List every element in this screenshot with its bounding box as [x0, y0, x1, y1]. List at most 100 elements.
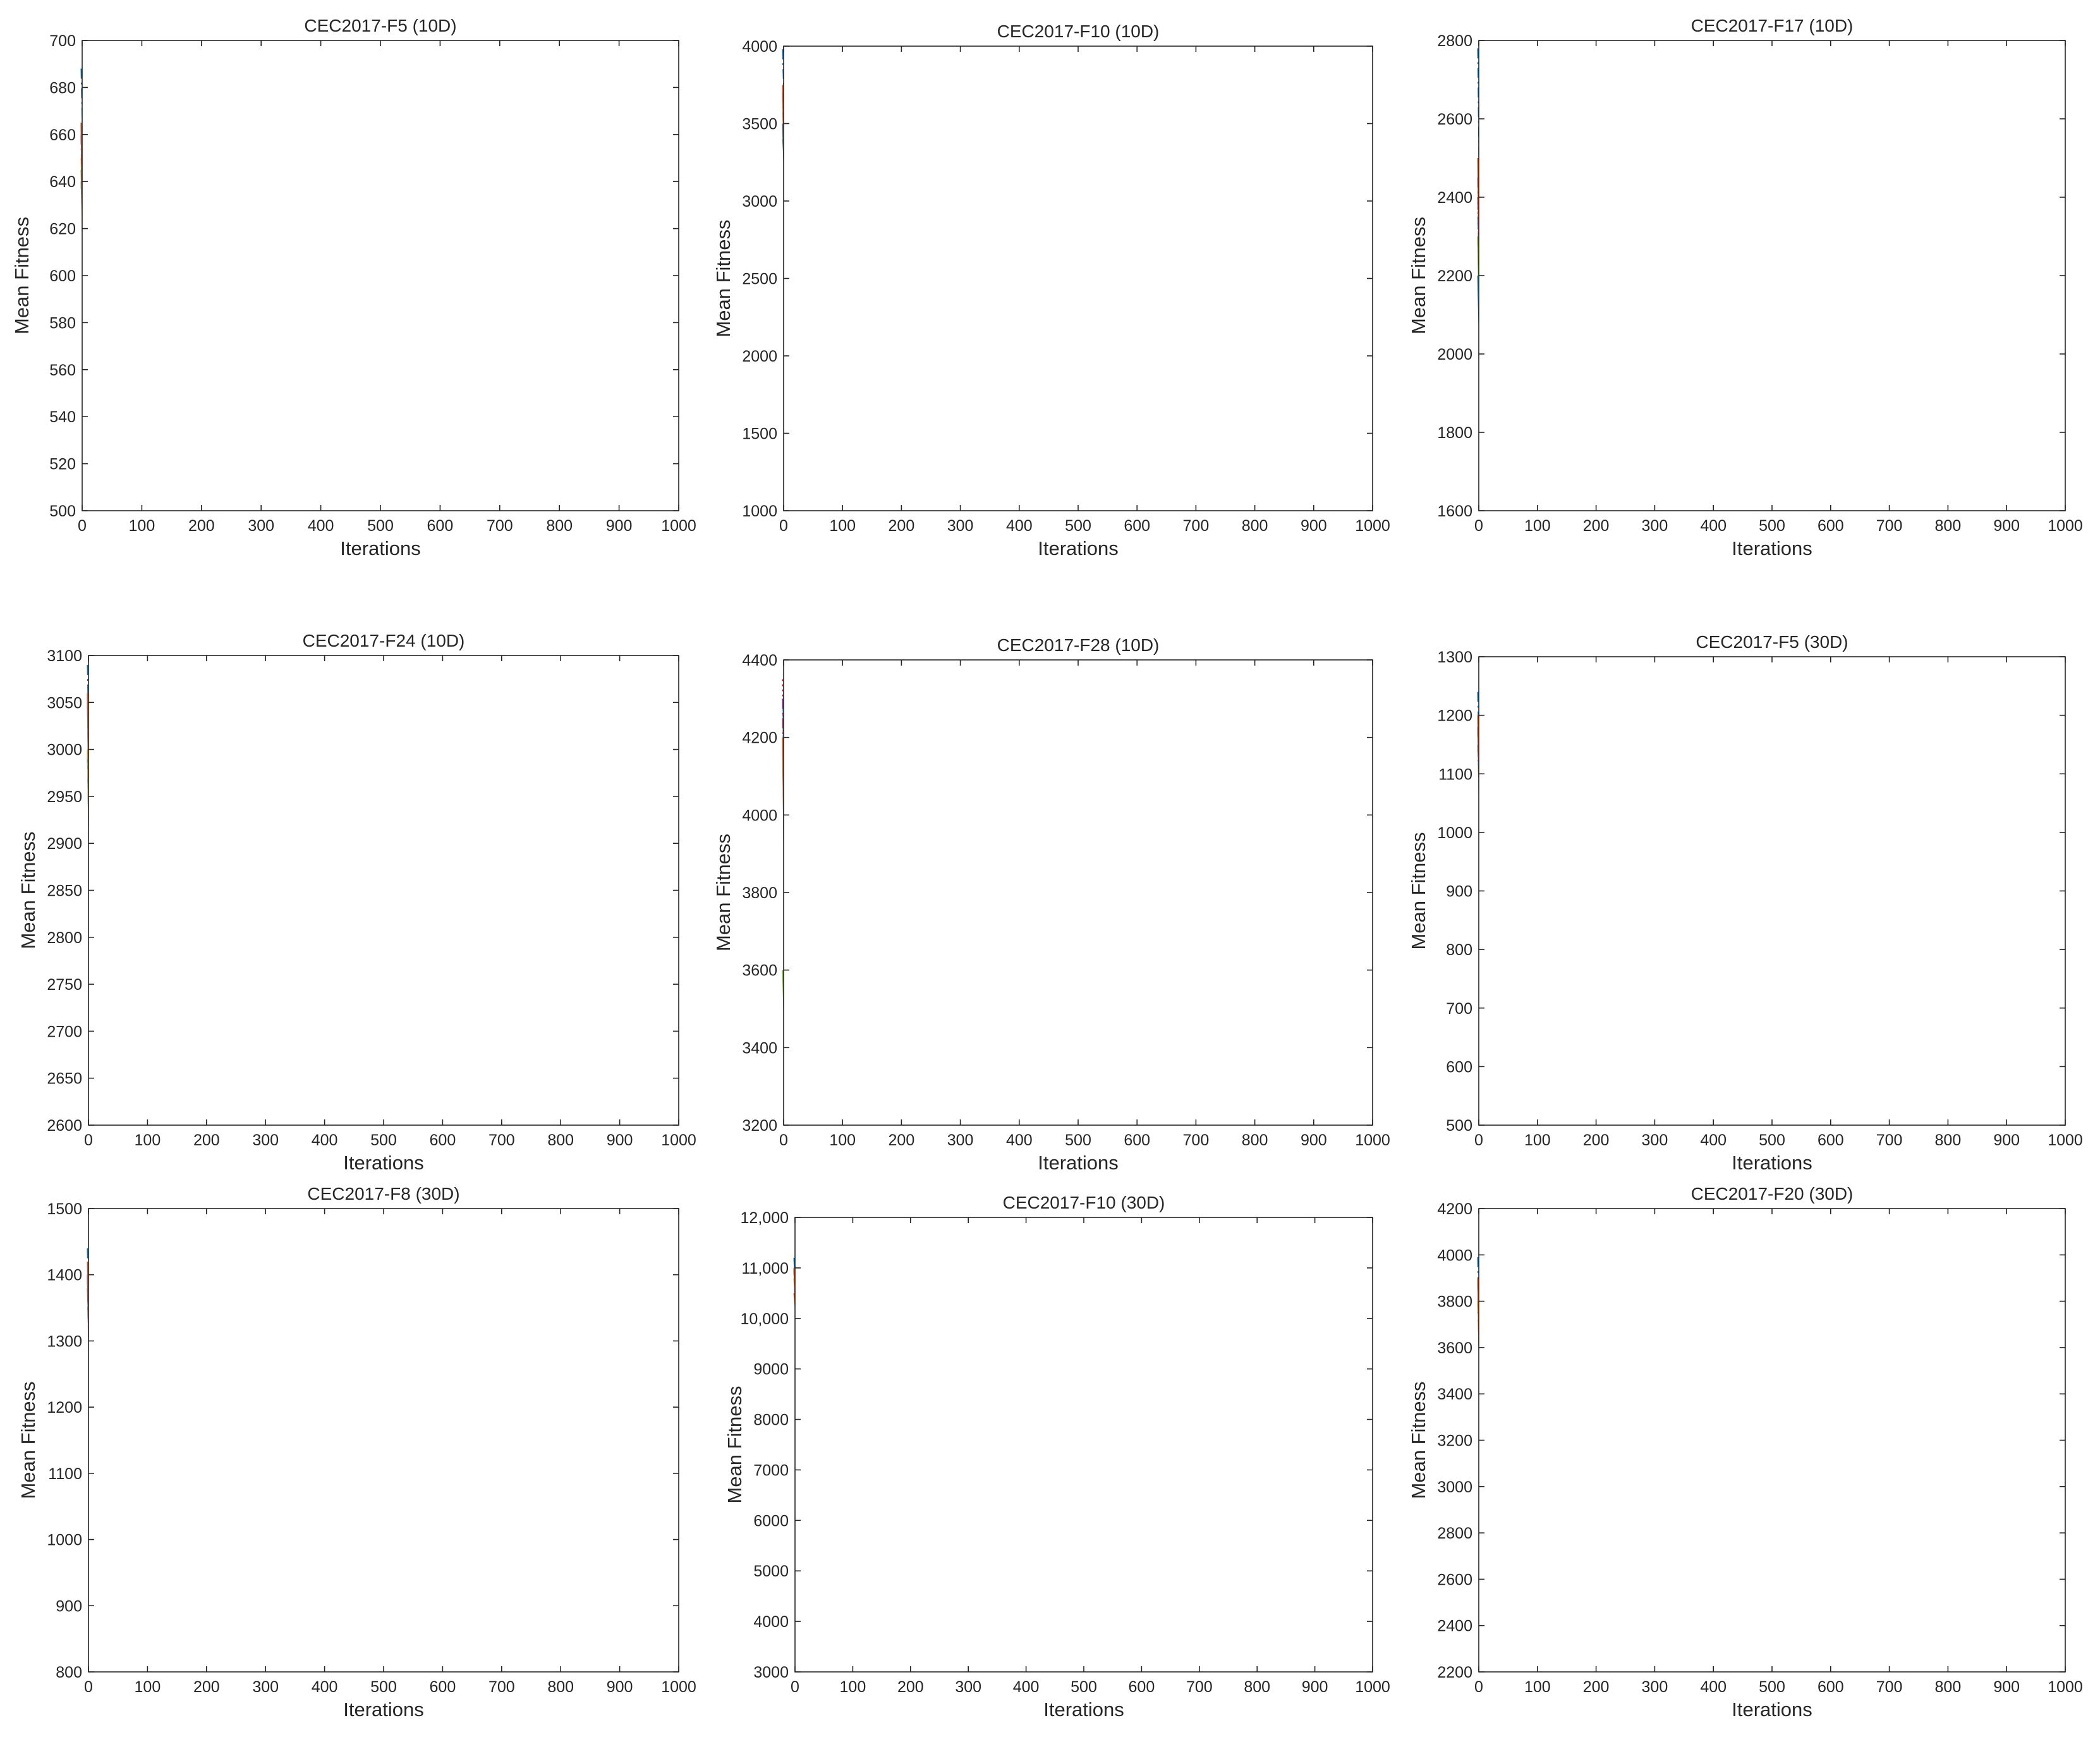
x-tick-label: 400	[1006, 1131, 1033, 1149]
x-tick-label: 100	[129, 517, 155, 535]
y-tick-label: 3500	[742, 116, 777, 133]
x-tick-label: 600	[1124, 1131, 1150, 1149]
x-tick-label: 400	[1700, 1678, 1727, 1696]
y-tick-label: 2400	[1437, 189, 1472, 207]
x-tick-label: 900	[1301, 1131, 1327, 1149]
x-tick-label: 100	[829, 1131, 856, 1149]
y-tick-label: 1100	[48, 1465, 82, 1483]
x-tick-label: 200	[1583, 1131, 1610, 1149]
x-tick-label: 700	[1183, 1131, 1210, 1149]
x-tick-label: 1000	[1355, 1131, 1390, 1149]
x-tick-label: 700	[1876, 517, 1903, 535]
x-axis-label: Iterations	[1732, 537, 1812, 559]
y-tick-label: 1500	[47, 1200, 82, 1218]
y-tick-label: 1600	[1437, 503, 1472, 520]
x-tick-label: 100	[1524, 1678, 1551, 1696]
y-tick-label: 700	[1446, 1000, 1472, 1018]
y-tick-label: 2200	[1437, 267, 1472, 285]
subplot-7: 0 100 200 300 400 500 600 700 800 900 1000 800 900 10…	[17, 1184, 696, 1721]
y-tick-label: 10,000	[741, 1310, 789, 1328]
y-tick-label: 800	[56, 1664, 82, 1681]
x-tick-label: 1000	[2048, 1678, 2083, 1696]
y-axis-label: Mean Fitness	[724, 1386, 746, 1503]
x-tick-label: 600	[1818, 517, 1844, 535]
x-tick-label: 0	[779, 517, 788, 535]
chart-title: CEC2017-F28 (10D)	[997, 635, 1160, 655]
y-tick-label: 4000	[1437, 1246, 1472, 1264]
x-tick-label: 400	[1013, 1678, 1040, 1696]
y-tick-label: 4000	[742, 38, 777, 56]
y-tick-label: 1400	[47, 1267, 82, 1284]
x-tick-label: 700	[489, 1678, 515, 1696]
y-tick-label: 800	[1446, 941, 1472, 959]
y-tick-label: 1200	[1437, 707, 1472, 725]
x-tick-label: 600	[1124, 517, 1150, 535]
axes-box	[88, 1208, 679, 1673]
y-tick-label: 4400	[742, 652, 777, 669]
x-tick-label: 800	[1935, 1131, 1962, 1149]
x-tick-label: 400	[1700, 517, 1727, 535]
y-axis-label: Mean Fitness	[712, 219, 734, 337]
y-axis-label: Mean Fitness	[1407, 1381, 1429, 1499]
y-tick-label: 3200	[1437, 1432, 1472, 1450]
x-tick-label: 200	[889, 517, 915, 535]
axes-box	[783, 46, 1373, 511]
x-tick-label: 0	[84, 1678, 93, 1696]
x-tick-label: 500	[367, 517, 394, 535]
y-tick-label: 2750	[47, 976, 82, 994]
x-tick-label: 900	[607, 1131, 633, 1149]
x-tick-label: 600	[1818, 1678, 1844, 1696]
x-tick-label: 800	[547, 1131, 574, 1149]
subplot-2: 0 100 200 300 400 500 600 700 800 900 1000 1000 1500…	[712, 21, 1390, 559]
x-tick-label: 300	[248, 517, 274, 535]
y-tick-label: 3000	[753, 1664, 789, 1681]
y-tick-label: 660	[49, 126, 76, 144]
x-tick-label: 300	[947, 517, 974, 535]
axes-box	[1478, 40, 2066, 511]
x-tick-label: 500	[1071, 1678, 1097, 1696]
subplot-9: 0 100 200 300 400 500 600 700 800 900 1000 2200 2400…	[1407, 1184, 2083, 1721]
y-tick-label: 2900	[47, 835, 82, 853]
y-tick-label: 1000	[742, 503, 777, 520]
axes-box	[783, 659, 1373, 1126]
x-tick-label: 100	[1524, 1131, 1551, 1149]
y-tick-label: 900	[1446, 883, 1472, 901]
x-tick-label: 300	[1642, 1678, 1668, 1696]
x-tick-label: 1000	[2048, 517, 2083, 535]
y-tick-label: 2800	[47, 929, 82, 947]
x-tick-label: 1000	[661, 1131, 696, 1149]
axes-box	[82, 40, 679, 511]
x-tick-label: 800	[546, 517, 573, 535]
y-tick-label: 2200	[1437, 1664, 1472, 1681]
y-tick-label: 500	[49, 503, 76, 520]
x-tick-label: 100	[840, 1678, 866, 1696]
x-tick-label: 1000	[1355, 517, 1390, 535]
x-tick-label: 900	[607, 1678, 633, 1696]
x-tick-label: 900	[1993, 517, 2020, 535]
x-tick-label: 600	[427, 517, 454, 535]
chart-title: CEC2017-F24 (10D)	[303, 631, 465, 650]
axes-box	[1478, 1208, 2066, 1673]
y-tick-label: 3050	[47, 694, 82, 712]
x-tick-label: 300	[252, 1678, 279, 1696]
y-tick-label: 6000	[753, 1512, 789, 1530]
y-tick-label: 8000	[753, 1411, 789, 1429]
y-tick-label: 2800	[1437, 32, 1472, 50]
y-axis-label: Mean Fitness	[1407, 832, 1429, 949]
y-tick-label: 2600	[47, 1117, 82, 1135]
y-tick-label: 2600	[1437, 111, 1472, 128]
x-axis-label: Iterations	[343, 1152, 424, 1174]
y-tick-label: 2800	[1437, 1525, 1472, 1542]
chart-title: CEC2017-F10 (10D)	[997, 21, 1160, 41]
x-tick-label: 200	[1583, 1678, 1610, 1696]
y-tick-label: 3000	[1437, 1478, 1472, 1496]
y-tick-label: 1200	[47, 1399, 82, 1417]
x-tick-label: 500	[1759, 517, 1785, 535]
y-tick-label: 1100	[1438, 765, 1472, 783]
x-tick-label: 300	[955, 1678, 981, 1696]
y-tick-label: 3800	[1437, 1293, 1472, 1311]
y-tick-label: 3600	[742, 962, 777, 980]
y-tick-label: 700	[49, 32, 76, 50]
x-tick-label: 200	[1583, 517, 1610, 535]
x-axis-label: Iterations	[1038, 1152, 1119, 1174]
